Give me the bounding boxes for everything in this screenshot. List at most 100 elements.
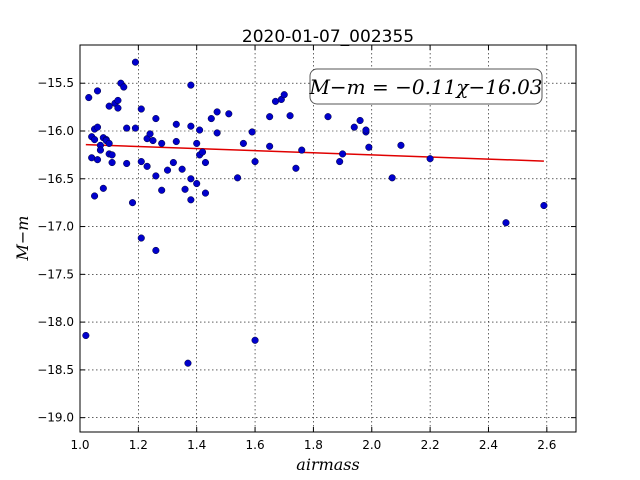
- data-point: [388, 174, 396, 182]
- data-point: [120, 83, 128, 91]
- y-tick-label: −15.5: [37, 76, 74, 90]
- data-point: [502, 219, 510, 227]
- data-point: [123, 124, 131, 132]
- data-point: [108, 151, 116, 159]
- data-point: [248, 128, 256, 136]
- chart-title: 2020-01-07_002355: [242, 27, 414, 47]
- data-point: [152, 246, 160, 254]
- data-point: [187, 122, 195, 130]
- x-tick-label: 2.2: [421, 438, 440, 452]
- data-point: [143, 162, 151, 170]
- x-tick-label: 1.2: [129, 438, 148, 452]
- data-point: [213, 129, 221, 137]
- data-point: [82, 331, 90, 340]
- y-tick-label: −18.5: [37, 363, 74, 377]
- plot-area: [80, 45, 576, 432]
- data-point: [105, 102, 113, 110]
- data-point: [350, 123, 358, 131]
- data-point: [149, 137, 157, 145]
- y-tick-label: −16.0: [37, 124, 74, 138]
- data-point: [292, 164, 300, 172]
- data-point: [152, 115, 160, 123]
- data-point: [137, 234, 145, 242]
- data-point: [251, 158, 259, 166]
- data-point: [131, 58, 139, 66]
- y-tick-label: −18.0: [37, 315, 74, 329]
- data-point: [193, 139, 201, 147]
- data-point: [193, 180, 201, 188]
- y-axis-label: M−m: [13, 216, 32, 262]
- data-point: [225, 110, 233, 118]
- fit-line: [85, 143, 544, 162]
- data-point: [426, 155, 434, 163]
- data-point: [91, 192, 99, 200]
- data-point: [123, 159, 131, 168]
- data-point: [96, 146, 104, 154]
- x-axis-label: airmass: [296, 455, 359, 474]
- plot-frame: [79, 44, 577, 433]
- data-point: [137, 158, 145, 166]
- data-point: [201, 158, 210, 167]
- data-point: [187, 175, 195, 183]
- data-point: [251, 336, 259, 344]
- data-point: [178, 165, 186, 173]
- data-point: [213, 108, 221, 116]
- data-point: [339, 150, 347, 158]
- data-point: [266, 142, 274, 150]
- y-tick-label: −17.0: [37, 220, 74, 234]
- data-point: [158, 186, 166, 194]
- data-point: [108, 158, 116, 167]
- fit-line-layer: [85, 143, 544, 162]
- data-point: [324, 113, 332, 121]
- data-point: [184, 359, 192, 367]
- data-point: [131, 124, 139, 132]
- data-point: [280, 91, 288, 99]
- data-point: [187, 196, 195, 204]
- annotation-box: [309, 68, 543, 105]
- data-point: [93, 87, 102, 95]
- data-point: [114, 104, 122, 112]
- data-point: [207, 115, 215, 123]
- x-tick-label: 1.6: [246, 438, 265, 452]
- data-point: [234, 174, 242, 182]
- x-tick-label: 1.0: [70, 438, 89, 452]
- data-point: [172, 137, 180, 146]
- data-point: [286, 112, 294, 120]
- data-point: [540, 201, 548, 210]
- data-point: [91, 136, 99, 144]
- data-point: [356, 116, 364, 125]
- data-point: [93, 156, 102, 164]
- data-point: [85, 94, 93, 102]
- data-point: [196, 126, 204, 134]
- data-point: [146, 130, 154, 138]
- fit-annotation: M−m = −0.11χ−16.03: [308, 68, 543, 105]
- data-point: [137, 105, 145, 113]
- data-point: [336, 158, 344, 166]
- data-point: [181, 185, 189, 193]
- x-tick-label: 1.8: [304, 438, 323, 452]
- y-tick-label: −19.0: [37, 411, 74, 425]
- data-point: [158, 139, 166, 147]
- data-point: [187, 81, 195, 89]
- points-layer: [82, 58, 548, 367]
- x-tick-label: 2.6: [537, 438, 556, 452]
- data-point: [152, 172, 160, 180]
- x-tick-label: 1.4: [187, 438, 206, 452]
- data-point: [169, 158, 177, 167]
- y-tick-label: −17.5: [37, 267, 74, 281]
- data-point: [105, 139, 113, 147]
- data-point: [201, 189, 210, 197]
- annotation-text: M−m = −0.11χ−16.03: [308, 75, 542, 99]
- x-tick-label: 2.0: [362, 438, 381, 452]
- y-tick-label: −16.5: [37, 172, 74, 186]
- ticks: 1.0 1.2 1.4 1.6 1.8 2.0 2.2 2.4 2.6 −15.5 −16.0 −16…: [37, 45, 576, 452]
- data-point: [163, 166, 172, 174]
- data-point: [239, 139, 247, 147]
- data-point: [172, 120, 180, 128]
- data-point: [93, 123, 102, 131]
- data-point: [362, 126, 370, 134]
- data-point: [198, 148, 207, 156]
- data-point: [397, 141, 405, 149]
- data-point: [266, 113, 274, 121]
